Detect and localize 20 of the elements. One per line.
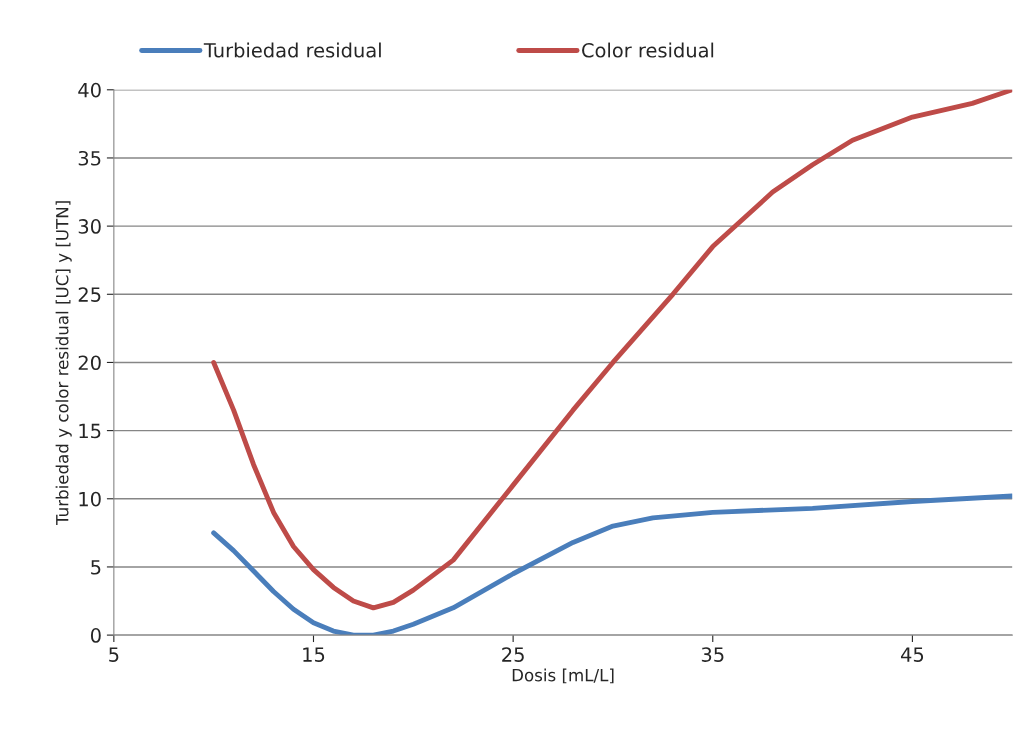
y-tick-label: 40 bbox=[78, 82, 101, 98]
y-tick-label: 25 bbox=[78, 287, 101, 302]
legend-label: Color residual bbox=[582, 42, 714, 58]
x-tick-label: 5 bbox=[109, 647, 119, 662]
y-tick-label: 20 bbox=[78, 355, 101, 371]
y-tick-label: 10 bbox=[79, 491, 101, 507]
y-tick-label: 30 bbox=[78, 219, 101, 234]
x-tick-label: 25 bbox=[502, 647, 524, 662]
x-tick-label: 35 bbox=[701, 647, 724, 662]
y-axis-title: Turbiedad y color residual [UC] y [UTN] bbox=[55, 201, 72, 526]
x-tick-label: 45 bbox=[900, 647, 924, 662]
line-series bbox=[211, 493, 1013, 636]
x-axis-title: Dosis [mL/L] bbox=[512, 668, 614, 684]
legend-label: Turbiedad residual bbox=[203, 42, 381, 58]
y-tick-label: 5 bbox=[91, 560, 101, 575]
x-tick-label: 15 bbox=[303, 647, 325, 662]
y-tick-label: 15 bbox=[79, 423, 101, 439]
y-tick-label: 0 bbox=[90, 628, 101, 643]
y-tick-label: 35 bbox=[78, 150, 101, 166]
line-series bbox=[211, 89, 1013, 611]
